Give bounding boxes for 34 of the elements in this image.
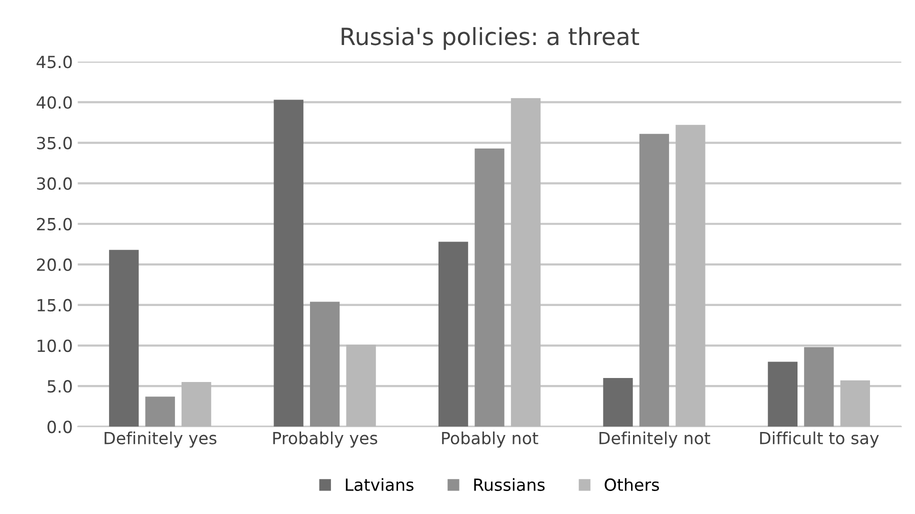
- y-tick-label: 45.0: [36, 56, 72, 68]
- legend-label: Others: [604, 478, 659, 492]
- bar: [438, 242, 468, 427]
- y-tick-label: 15.0: [38, 298, 72, 312]
- bar: [840, 380, 870, 427]
- bar: [346, 344, 376, 427]
- legend-label: Russians: [474, 478, 545, 492]
- bar: [145, 396, 175, 427]
- legend-label: Latvians: [346, 478, 414, 492]
- bar: [768, 362, 798, 427]
- y-tick-label: 35.0: [37, 136, 72, 150]
- bar: [510, 98, 541, 427]
- y-tick-label: 25.0: [37, 218, 72, 230]
- bar: [676, 124, 706, 427]
- bar: [639, 134, 670, 427]
- bar: [603, 378, 633, 427]
- y-tick-label: 20.0: [37, 258, 72, 271]
- bar: [182, 382, 212, 427]
- bar: [310, 302, 340, 427]
- bar: [109, 250, 139, 427]
- bar: [474, 148, 504, 427]
- x-tick-label: Definitely not: [600, 431, 710, 448]
- y-tick-label: 40.0: [36, 96, 72, 109]
- y-tick-label: 0.0: [48, 420, 72, 434]
- x-tick-label: Definitely yes: [104, 431, 216, 448]
- x-tick-label: Difficult to say: [760, 431, 879, 448]
- bar: [274, 100, 304, 427]
- chart-title: Russia's policies: a threat: [342, 27, 640, 50]
- bar: [804, 347, 834, 427]
- y-tick-label: 30.0: [37, 177, 72, 190]
- x-tick-label: Pobably not: [442, 431, 538, 448]
- y-tick-label: 10.0: [38, 339, 72, 352]
- x-tick-label: Probably yes: [273, 431, 378, 448]
- y-tick-label: 5.0: [48, 380, 72, 393]
